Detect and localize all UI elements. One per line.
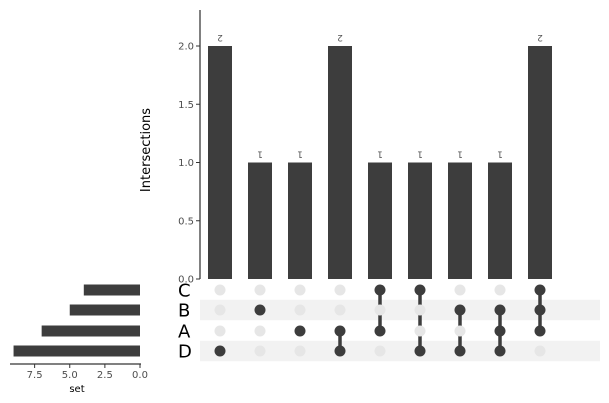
- y-tick-label: 1.5: [178, 100, 194, 111]
- x-tick-label: 0.0: [132, 370, 148, 381]
- set-label-D: D: [178, 342, 192, 363]
- set-label-B: B: [178, 301, 190, 322]
- set-size-bar: [83, 284, 140, 296]
- bar-value-label: 1: [297, 149, 303, 159]
- y-tick-label: 1.0: [178, 158, 194, 169]
- set-size-panel: 7.5 5.0 2.5 0.0 set: [10, 284, 148, 395]
- matrix-dot-inactive: [294, 284, 306, 296]
- bar-value-label: 1: [457, 149, 463, 159]
- matrix-dot-inactive: [334, 284, 346, 296]
- intersection-bar: [408, 162, 432, 279]
- matrix-dot-active: [454, 345, 466, 357]
- matrix-dot-active: [534, 284, 546, 296]
- matrix-dot-active: [414, 345, 426, 357]
- intersection-bar: [208, 46, 232, 279]
- set-label-A: A: [178, 322, 191, 343]
- matrix-dot-active: [454, 304, 466, 316]
- intersection-bar: [448, 162, 472, 279]
- set-label-C: C: [178, 281, 191, 302]
- matrix-dot-active: [494, 325, 506, 337]
- matrix-dot-inactive: [294, 345, 306, 357]
- matrix-dot-active: [494, 345, 506, 357]
- bar-value-label: 2: [337, 32, 343, 42]
- y-tick-label: 0.0: [178, 275, 194, 286]
- matrix-dot-inactive: [414, 325, 426, 337]
- matrix-dot-inactive: [454, 325, 466, 337]
- matrix-dot-inactive: [254, 345, 266, 357]
- matrix-dot-active: [334, 325, 346, 337]
- matrix-dot-active: [494, 304, 506, 316]
- x-tick-label: 7.5: [27, 370, 43, 381]
- matrix-dot-active: [374, 284, 386, 296]
- matrix-dot-inactive: [414, 304, 426, 316]
- bar-value-label: 1: [377, 149, 383, 159]
- matrix-dot-inactive: [214, 304, 226, 316]
- intersection-bar: [488, 162, 512, 279]
- intersection-bar: [288, 162, 312, 279]
- intersection-bar: [528, 46, 552, 279]
- intersection-bar: [368, 162, 392, 279]
- bar-value-label: 2: [217, 32, 223, 42]
- intersection-bar: [328, 46, 352, 279]
- matrix-dot-active: [214, 345, 226, 357]
- matrix-dot-active: [374, 325, 386, 337]
- y-axis-label: Intersections: [139, 108, 154, 192]
- intersection-bar: [248, 162, 272, 279]
- matrix-dot-active: [334, 345, 346, 357]
- bar-value-label: 1: [417, 149, 423, 159]
- x-tick-label: 2.5: [97, 370, 113, 381]
- matrix-dot-inactive: [294, 304, 306, 316]
- matrix-dot-active: [294, 325, 306, 337]
- set-size-bar: [41, 325, 140, 337]
- bar-value-label: 2: [537, 32, 543, 42]
- intersection-bars-panel: 0.0 0.5 1.0 1.5 2.0 Intersections 2 1 1 2 1 1 1 1 2: [139, 10, 552, 286]
- x-axis-label: set: [69, 384, 84, 395]
- bar-value-label: 1: [257, 149, 263, 159]
- matrix-dot-inactive: [534, 345, 546, 357]
- matrix-dot-inactive: [214, 284, 226, 296]
- matrix-dot-active: [414, 284, 426, 296]
- matrix-dot-inactive: [254, 284, 266, 296]
- matrix-dot-active: [534, 304, 546, 316]
- bar-value-label: 1: [497, 149, 503, 159]
- matrix-dot-inactive: [254, 325, 266, 337]
- y-tick-label: 0.5: [178, 216, 194, 227]
- matrix-dot-inactive: [334, 304, 346, 316]
- set-size-bar: [13, 345, 140, 357]
- y-tick-label: 2.0: [178, 42, 194, 53]
- matrix-dot-inactive: [494, 284, 506, 296]
- x-tick-label: 5.0: [62, 370, 78, 381]
- matrix-dot-inactive: [374, 304, 386, 316]
- matrix-dot-active: [254, 304, 266, 316]
- matrix-dot-active: [534, 325, 546, 337]
- matrix-dot-inactive: [454, 284, 466, 296]
- matrix-dot-inactive: [214, 325, 226, 337]
- set-size-bar: [69, 304, 140, 316]
- matrix-dot-inactive: [374, 345, 386, 357]
